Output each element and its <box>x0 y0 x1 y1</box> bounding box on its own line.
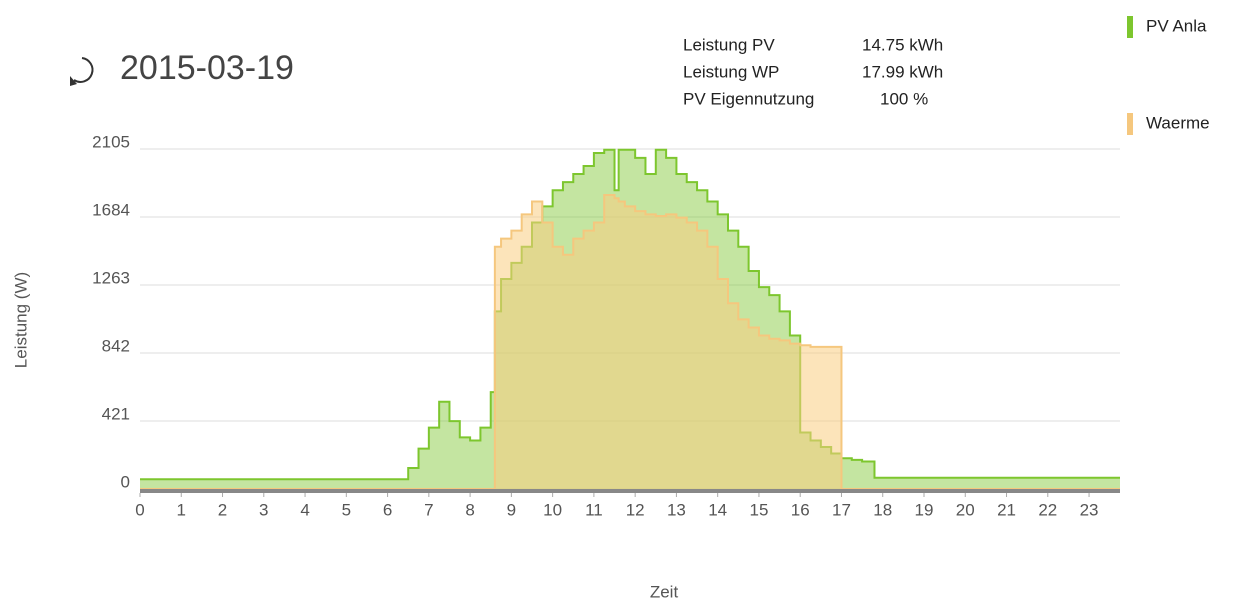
x-tick-label: 15 <box>749 500 768 519</box>
refresh-arrow[interactable] <box>70 76 77 86</box>
x-tick-label: 6 <box>383 500 392 519</box>
legend-swatch <box>1127 16 1133 38</box>
x-tick-label: 20 <box>956 500 975 519</box>
x-tick-label: 18 <box>873 500 892 519</box>
refresh-icon[interactable] <box>70 57 94 86</box>
x-tick-label: 21 <box>997 500 1016 519</box>
y-tick-label: 1684 <box>92 200 130 219</box>
x-tick-label: 0 <box>135 500 144 519</box>
info-value: 17.99 kWh <box>862 62 943 81</box>
info-label: Leistung WP <box>683 62 779 81</box>
y-tick-label: 2105 <box>92 132 130 151</box>
x-tick-label: 8 <box>465 500 474 519</box>
x-tick-label: 1 <box>177 500 186 519</box>
x-tick-label: 16 <box>791 500 810 519</box>
x-tick-label: 13 <box>667 500 686 519</box>
x-tick-label: 23 <box>1080 500 1099 519</box>
series-area <box>140 195 1120 489</box>
legend-label: Waerme <box>1146 113 1210 132</box>
x-tick-label: 17 <box>832 500 851 519</box>
refresh-arc[interactable] <box>73 57 94 83</box>
legend-label: PV Anla <box>1146 16 1207 35</box>
legend-swatch <box>1127 113 1133 135</box>
x-tick-label: 4 <box>300 500 309 519</box>
x-axis-label: Zeit <box>650 582 679 601</box>
info-value: 14.75 kWh <box>862 35 943 54</box>
info-value: 100 % <box>880 89 928 108</box>
y-tick-label: 842 <box>102 336 130 355</box>
x-tick-label: 22 <box>1038 500 1057 519</box>
y-tick-label: 0 <box>121 472 130 491</box>
x-tick-label: 5 <box>342 500 351 519</box>
x-tick-label: 19 <box>915 500 934 519</box>
series-line <box>140 194 1120 490</box>
x-tick-label: 12 <box>626 500 645 519</box>
y-axis-label: Leistung (W) <box>11 272 30 368</box>
chart-title: 2015-03-19 <box>120 49 294 87</box>
info-label: PV Eigennutzung <box>683 89 814 108</box>
x-tick-label: 2 <box>218 500 227 519</box>
x-tick-label: 14 <box>708 500 727 519</box>
x-tick-label: 11 <box>585 500 603 519</box>
x-tick-label: 7 <box>424 500 433 519</box>
y-tick-label: 1263 <box>92 268 130 287</box>
series-line <box>140 148 1120 481</box>
x-tick-label: 3 <box>259 500 268 519</box>
x-tick-label: 9 <box>507 500 516 519</box>
y-tick-label: 421 <box>102 404 130 423</box>
info-label: Leistung PV <box>683 35 775 54</box>
x-tick-label: 10 <box>543 500 562 519</box>
